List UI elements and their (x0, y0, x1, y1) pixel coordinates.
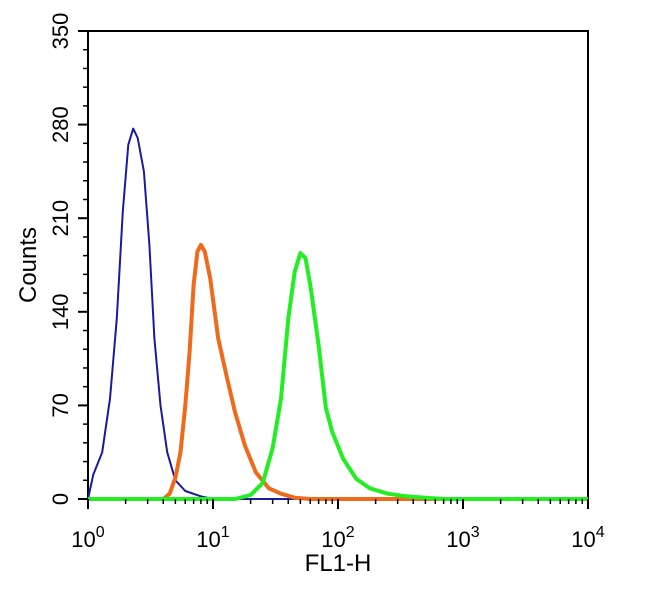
series-line-2 (88, 242, 588, 501)
x-tick-label: 100 (71, 524, 104, 552)
y-tick-label: 70 (48, 393, 73, 417)
y-axis-title: Counts (15, 227, 42, 303)
x-tick-label: 103 (446, 524, 479, 552)
series-layer (87, 127, 588, 501)
plot-frame (87, 30, 589, 500)
y-tick-label: 350 (48, 13, 73, 50)
x-axis-title: FL1-H (305, 550, 372, 577)
y-tick-label: 210 (48, 200, 73, 237)
y-tick-label: 280 (48, 106, 73, 143)
x-tick-label: 102 (321, 524, 354, 552)
series-line-1 (87, 127, 588, 500)
series-line-3 (88, 251, 588, 501)
y-tick-label: 140 (48, 293, 73, 330)
y-tick-label: 0 (48, 493, 73, 505)
x-tick-label: 104 (571, 524, 604, 552)
x-tick-label: 101 (196, 524, 229, 552)
ticks-layer (78, 30, 589, 509)
